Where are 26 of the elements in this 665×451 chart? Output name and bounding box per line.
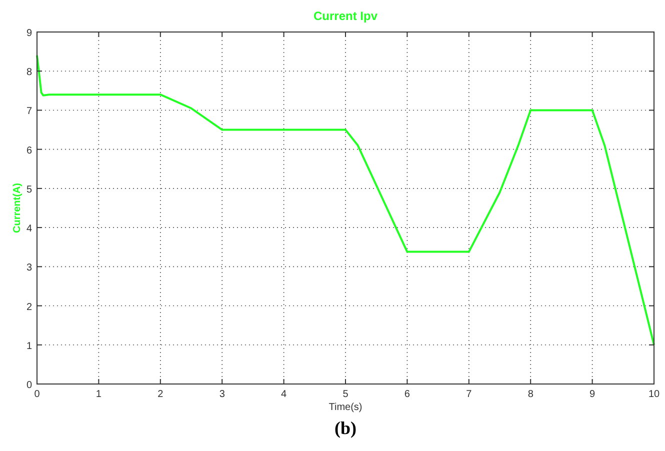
x-tick-label: 6 — [404, 389, 410, 400]
x-tick-label: 4 — [281, 389, 288, 400]
y-axis-title: Current(A) — [12, 183, 23, 233]
line-series — [36, 54, 655, 346]
x-tick-label: 8 — [528, 389, 534, 400]
x-tick-label: 7 — [466, 389, 472, 400]
y-tick-label: 4 — [26, 224, 32, 235]
x-tick-label: 2 — [158, 389, 164, 400]
y-tick-label: 8 — [26, 67, 32, 78]
x-axis-title: Time(s) — [328, 402, 362, 413]
y-tick-label: 2 — [26, 302, 32, 313]
y-tick-label: 7 — [26, 106, 32, 118]
x-tick-label: 9 — [590, 389, 596, 400]
y-tick-label: 6 — [26, 145, 32, 156]
y-tick-label: 9 — [26, 28, 32, 39]
y-tick-label: 0 — [26, 380, 32, 391]
y-tick-label: 5 — [26, 184, 32, 196]
chart-title: Current Ipv — [313, 9, 378, 23]
x-tick-label: 0 — [34, 389, 40, 400]
x-tick-label: 3 — [219, 389, 226, 400]
x-tick-label: 5 — [342, 389, 349, 400]
x-tick-label: 1 — [96, 389, 102, 400]
y-tick-label: 3 — [26, 262, 32, 274]
text: (b) — [334, 418, 357, 438]
y-tick-label: 1 — [26, 340, 32, 352]
x-tick-label: 10 — [648, 389, 660, 400]
